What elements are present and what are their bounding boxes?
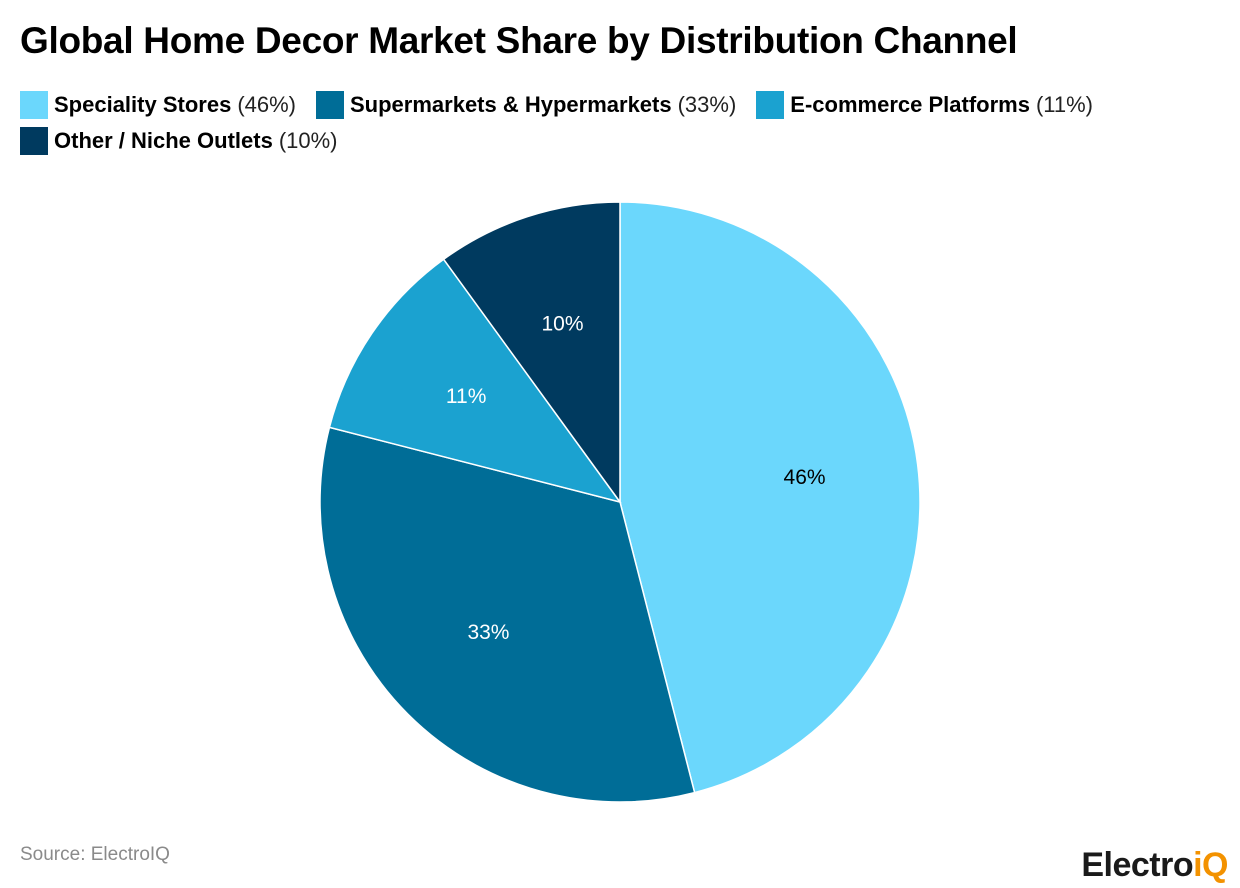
logo-text-main: Electro — [1081, 846, 1194, 884]
pie-slice-other-niche-outlets — [442, 201, 621, 505]
legend-label: E-commerce Platforms — [790, 92, 1030, 117]
legend-label: Speciality Stores — [54, 92, 232, 117]
logo-text-accent: iQ — [1193, 846, 1228, 884]
data-label-e-commerce-platforms: 11% — [446, 385, 486, 408]
legend-item-speciality-stores: Speciality Stores (46%) — [20, 91, 296, 119]
data-label-other-niche-outlets: 10% — [542, 313, 584, 336]
data-label-supermarkets-hypermarkets: 33% — [467, 621, 509, 644]
pie-slice-e-commerce-platforms — [328, 258, 622, 504]
legend-swatch — [20, 91, 48, 119]
chart-title: Global Home Decor Market Share by Distri… — [20, 20, 1018, 61]
legend-swatch — [756, 91, 785, 119]
pie-slice-speciality-stores — [619, 201, 921, 794]
legend-value: (10%) — [278, 128, 338, 153]
source-note: Source: ElectroIQ — [20, 844, 170, 865]
legend-item-other-niche-outlets: Other / Niche Outlets (10%) — [20, 127, 338, 155]
legend-value: (33%) — [677, 92, 737, 117]
legend-swatch — [20, 127, 48, 155]
legend-swatch — [316, 91, 344, 119]
brand-logo: ElectroiQ — [1081, 848, 1228, 882]
legend-value: (11%) — [1035, 92, 1094, 117]
pie-slice-supermarkets-hypermarkets — [319, 426, 696, 803]
legend-item-e-commerce-platforms: E-commerce Platforms (11%) — [756, 91, 1093, 119]
legend-item-supermarkets-hypermarkets: Supermarkets & Hypermarkets (33%) — [316, 91, 736, 119]
data-label-speciality-stores: 46% — [784, 466, 826, 489]
legend-label: Other / Niche Outlets — [54, 128, 273, 153]
legend-label: Supermarkets & Hypermarkets — [350, 92, 672, 117]
legend-value: (46%) — [237, 92, 296, 117]
legend: Speciality Stores (46%) Supermarkets & H… — [20, 91, 1200, 155]
